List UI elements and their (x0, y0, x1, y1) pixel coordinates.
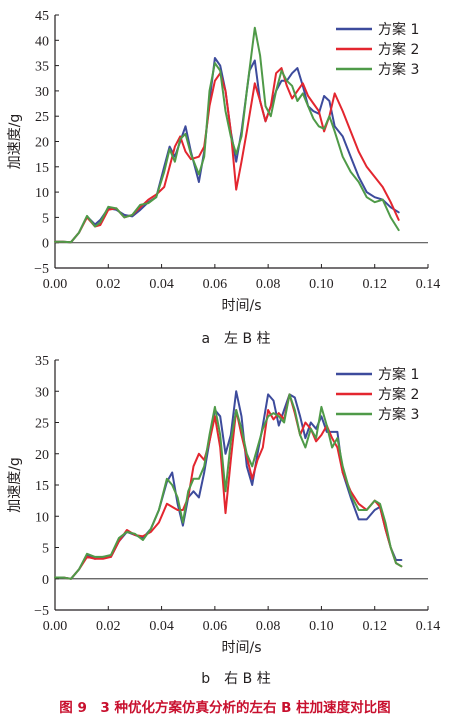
y-tick-label: 5 (42, 211, 49, 226)
y-tick-label: 0 (42, 573, 49, 588)
x-tick-label: 0.08 (256, 277, 281, 292)
x-tick-label: 0.00 (43, 619, 68, 634)
x-tick-label: 0.14 (416, 277, 441, 292)
y-tick-label: −5 (34, 604, 49, 619)
y-tick-label: 15 (35, 161, 49, 176)
y-tick-label: 30 (35, 85, 49, 100)
y-tick-label: −5 (34, 262, 49, 277)
y-tick-label: 35 (35, 60, 49, 75)
y-tick-label: 35 (35, 354, 49, 369)
y-tick-label: 0 (42, 237, 49, 252)
y-tick-label: 25 (35, 417, 49, 432)
chart-right-b-pillar: −5 0 5 10 15 20 25 30 35 0.00 0.02 0.04 0.06 0.08 0.10… (7, 354, 440, 656)
series-line-3 (54, 26, 400, 244)
legend-label-2: 方案 2 (378, 41, 419, 58)
caption-left-b-pillar: a 左 B 柱 (201, 331, 270, 347)
y-tick-label: 10 (35, 186, 49, 201)
chart-left-b-pillar: −5 0 5 10 15 20 25 30 35 40 45 0.00 0.02 0.04 0.06 0.08… (7, 9, 440, 314)
y-tick-label: 5 (42, 542, 49, 557)
x-tick-label: 0.10 (309, 277, 334, 292)
x-tick-label: 0.12 (362, 619, 387, 634)
x-axis-label: 时间/s (221, 640, 261, 656)
x-tick-label: 0.04 (149, 277, 174, 292)
series-line-3 (54, 393, 403, 580)
x-tick-label: 0.04 (149, 619, 174, 634)
series-line-2 (54, 67, 400, 244)
y-tick-label: 40 (35, 34, 49, 49)
x-tick-label: 0.12 (362, 277, 387, 292)
y-tick-label: 25 (35, 110, 49, 125)
x-tick-label: 0.02 (96, 277, 121, 292)
y-tick-label: 45 (35, 9, 49, 24)
y-tick-label: 30 (35, 385, 49, 400)
x-tick-label: 0.00 (43, 277, 68, 292)
legend-label-1: 方案 1 (378, 21, 419, 38)
legend-label-3: 方案 3 (378, 61, 419, 78)
x-tick-label: 0.02 (96, 619, 121, 634)
caption-right-b-pillar: b 右 B 柱 (201, 671, 270, 687)
x-axis-label: 时间/s (221, 298, 261, 314)
y-axis-label: 加速度/g (7, 114, 23, 170)
y-tick-label: 20 (35, 448, 49, 463)
x-tick-label: 0.06 (203, 277, 228, 292)
x-tick-label: 0.06 (203, 619, 228, 634)
y-axis-label: 加速度/g (7, 457, 23, 513)
legend-label-3: 方案 3 (378, 406, 419, 423)
legend-label-2: 方案 2 (378, 386, 419, 403)
y-tick-label: 20 (35, 136, 49, 151)
figure-caption: 图 9 3 种优化方案仿真分析的左右 B 柱加速度对比图 (59, 699, 390, 716)
y-tick-label: 15 (35, 479, 49, 494)
x-tick-label: 0.08 (256, 619, 281, 634)
legend-label-1: 方案 1 (378, 366, 419, 383)
x-tick-label: 0.14 (416, 619, 441, 634)
y-tick-label: 10 (35, 510, 49, 525)
x-tick-label: 0.10 (309, 619, 334, 634)
